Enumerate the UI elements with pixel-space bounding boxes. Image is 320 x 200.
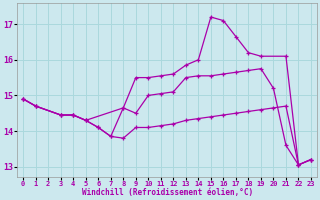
- X-axis label: Windchill (Refroidissement éolien,°C): Windchill (Refroidissement éolien,°C): [82, 188, 253, 197]
